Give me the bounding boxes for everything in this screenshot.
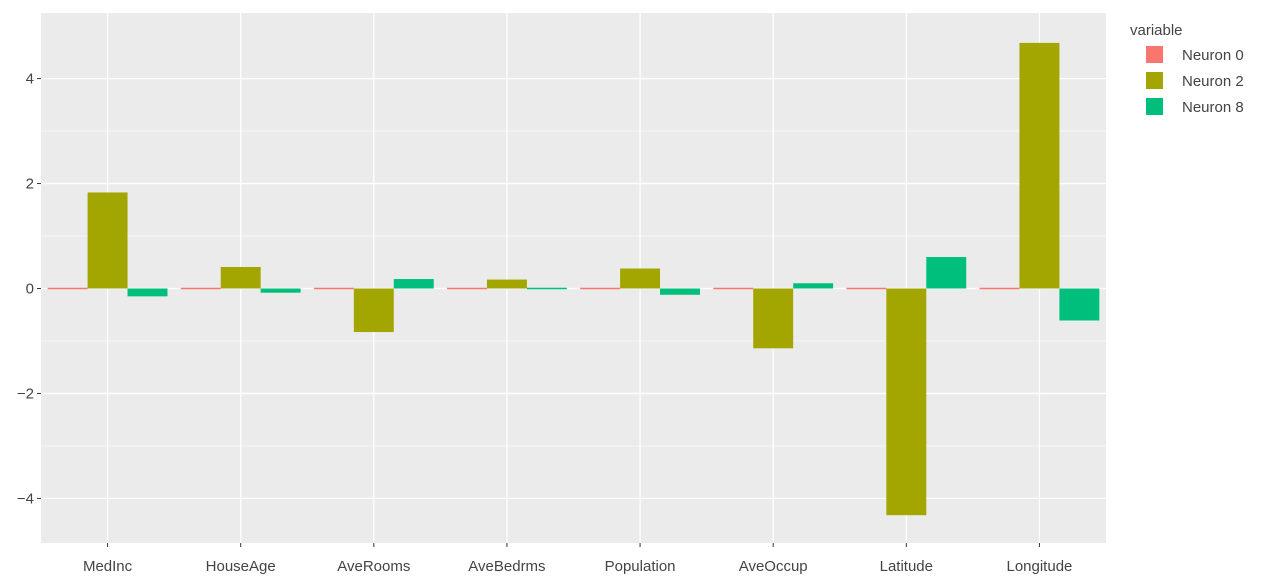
bar [486, 279, 527, 289]
bar [313, 287, 354, 290]
legend-label: Neuron 2 [1182, 73, 1244, 90]
x-tick-label: AveOccup [739, 558, 808, 575]
bar [526, 287, 567, 290]
bar [926, 257, 967, 289]
y-tick-label: 0 [26, 280, 34, 297]
legend-swatch [1146, 46, 1163, 63]
bar [393, 279, 434, 289]
bar [447, 287, 487, 290]
legend: variable Neuron 0 Neuron 2 Neuron 8 [1130, 22, 1244, 116]
x-axis: MedInc HouseAge AveRooms AveBedrms Populatio… [83, 543, 1072, 575]
legend-label: Neuron 8 [1182, 99, 1244, 116]
legend-swatch [1146, 98, 1163, 115]
bar [979, 287, 1020, 290]
bar [793, 283, 834, 289]
bars [47, 42, 1100, 516]
bar [180, 287, 221, 290]
x-tick-label: AveRooms [337, 558, 410, 575]
bar [713, 287, 754, 290]
bar [620, 268, 661, 289]
bar [1059, 288, 1100, 321]
y-tick-label: −4 [17, 490, 34, 507]
x-tick-label: MedInc [83, 558, 133, 575]
bar [260, 288, 301, 293]
bar [87, 192, 128, 289]
bar [1019, 42, 1060, 289]
legend-label: Neuron 0 [1182, 47, 1244, 64]
y-tick-label: −2 [17, 385, 34, 402]
bar [353, 288, 394, 333]
bar [886, 288, 927, 516]
bar [660, 288, 700, 295]
bar [127, 288, 168, 297]
legend-title: variable [1130, 22, 1183, 39]
bar [580, 287, 621, 290]
bar [846, 287, 887, 290]
x-tick-label: Population [605, 558, 676, 575]
x-tick-label: Longitude [1006, 558, 1072, 575]
x-tick-label: Latitude [880, 558, 933, 575]
bar [47, 287, 88, 290]
y-axis: −4 −2 0 2 4 [17, 71, 41, 507]
bar [220, 266, 261, 289]
x-tick-label: AveBedrms [468, 558, 545, 575]
legend-swatch [1146, 72, 1163, 89]
bar [753, 288, 794, 349]
y-tick-label: 4 [26, 71, 34, 88]
x-tick-label: HouseAge [206, 558, 276, 575]
y-tick-label: 2 [26, 176, 34, 193]
